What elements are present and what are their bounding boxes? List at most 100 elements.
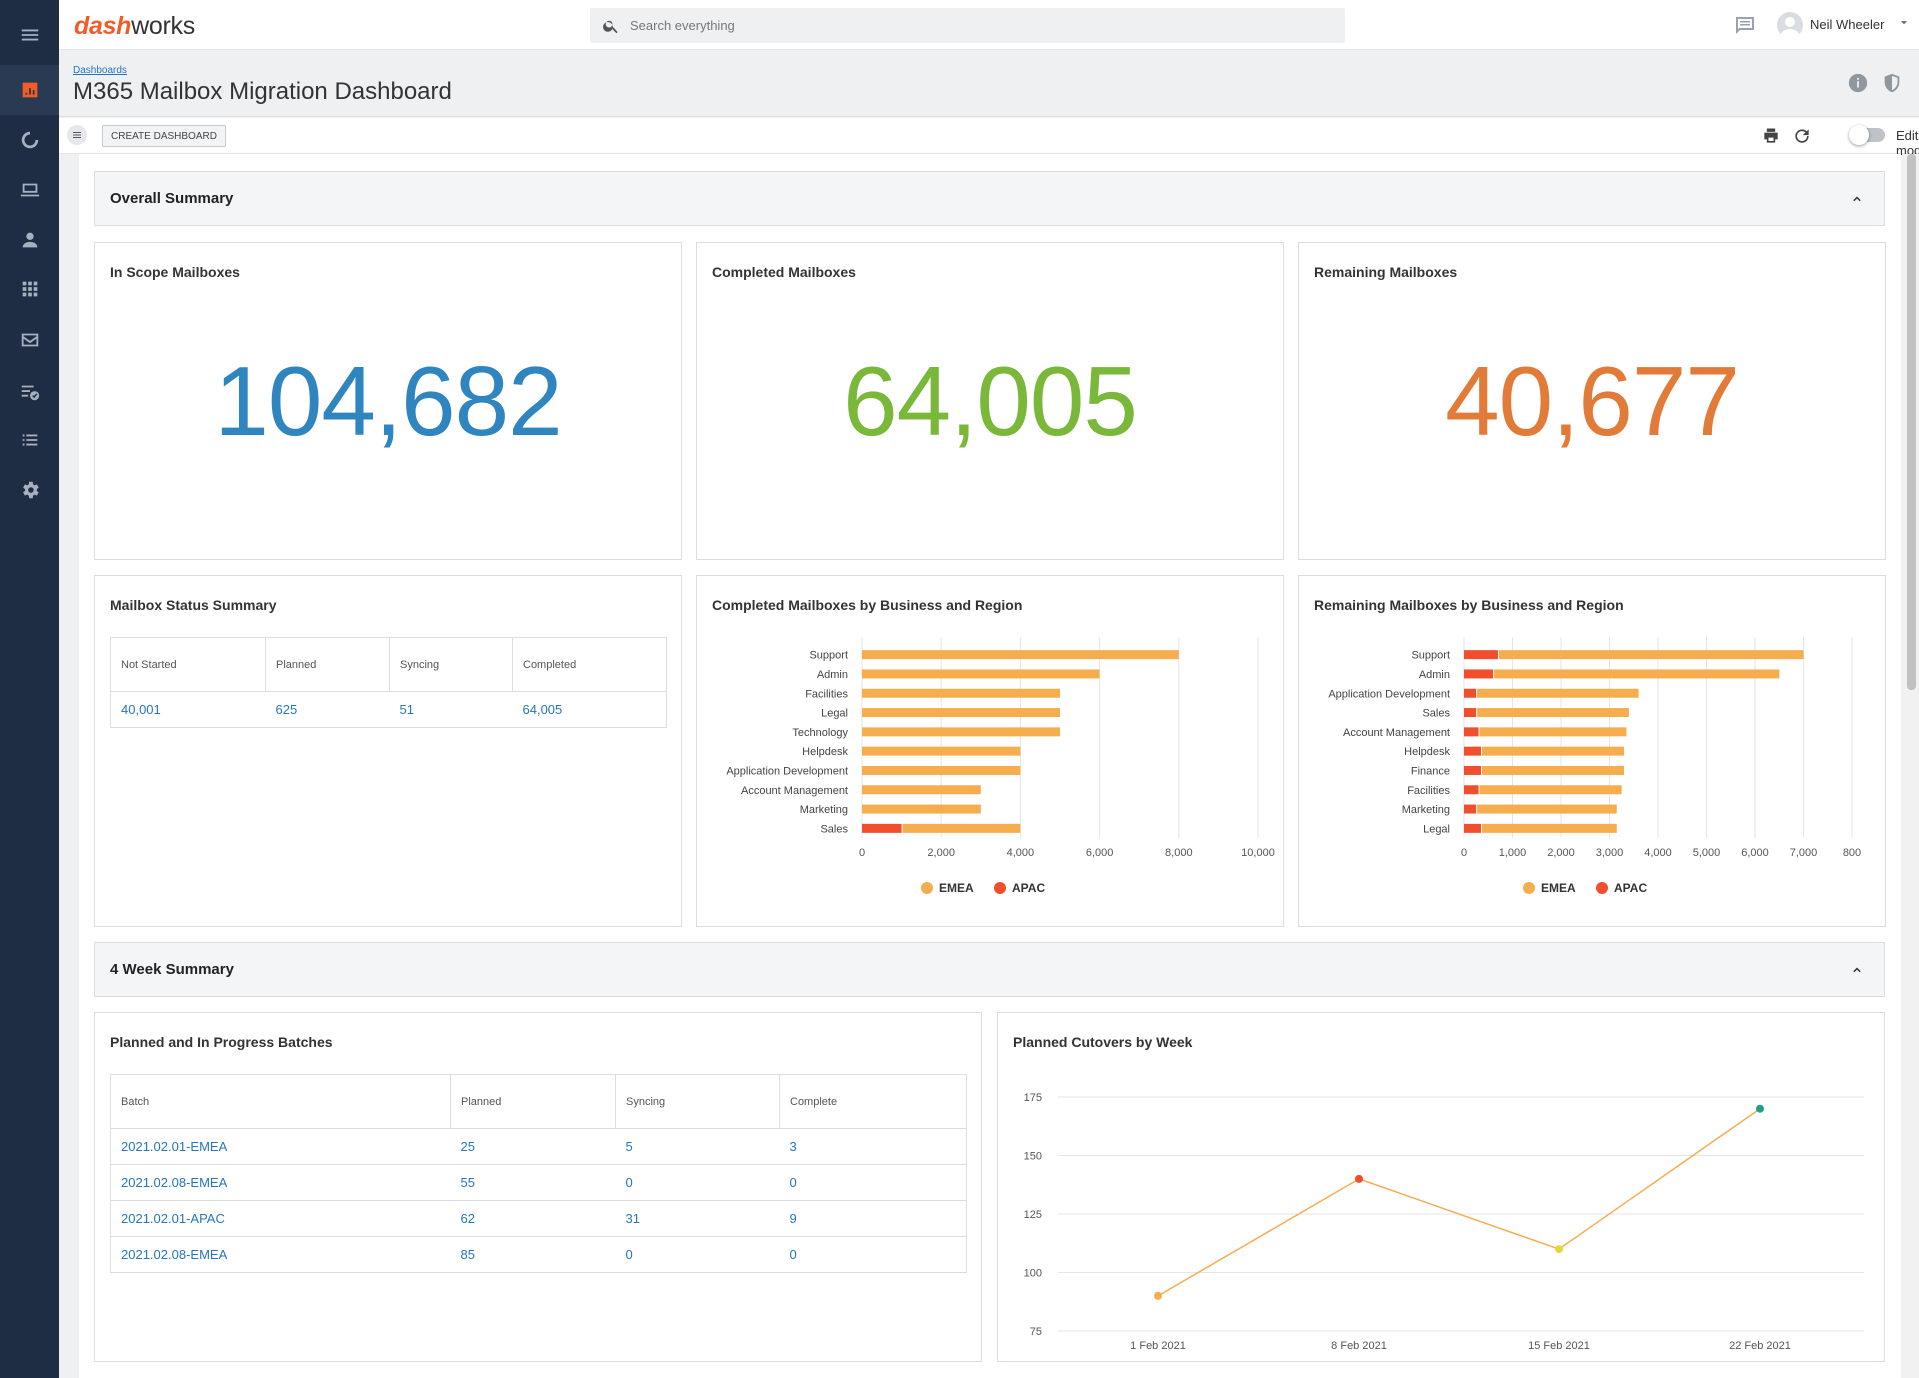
breadcrumb[interactable]: Dashboards <box>73 65 127 76</box>
status-table: Not Started Planned Syncing Completed 40… <box>110 637 667 728</box>
edit-mode-toggle[interactable] <box>1849 125 1885 145</box>
kpi-card-in-scope: In Scope Mailboxes 104,682 <box>94 242 682 560</box>
bar-emea <box>1498 650 1804 660</box>
info-icon[interactable] <box>1847 72 1869 97</box>
status-value-link[interactable]: 625 <box>275 702 298 717</box>
search-input[interactable] <box>630 18 1310 33</box>
list-menu-icon[interactable] <box>67 125 87 145</box>
status-value-link[interactable]: 51 <box>399 702 414 717</box>
chevron-down-icon[interactable] <box>1897 16 1911 33</box>
y-category-label: Account Management <box>741 785 848 797</box>
legend-label: APAC <box>1614 881 1647 895</box>
x-tick-label: 3,000 <box>1596 847 1624 859</box>
print-icon[interactable] <box>1761 126 1781 149</box>
overall-summary-section[interactable]: Overall Summary <box>94 171 1885 226</box>
table-row[interactable]: 2021.02.08-EMEA 55 0 0 <box>110 1164 967 1201</box>
bar-apac <box>1464 746 1481 756</box>
devices-icon[interactable] <box>0 165 59 215</box>
y-category-label: Helpdesk <box>1404 746 1450 758</box>
data-point <box>1555 1245 1563 1254</box>
x-tick-label: 6,000 <box>1741 847 1769 859</box>
table-row[interactable]: 2021.02.01-APAC 62 31 9 <box>110 1200 967 1237</box>
app-logo[interactable]: dashworks <box>74 12 195 41</box>
batch-count-link[interactable]: 55 <box>450 1164 616 1201</box>
batch-link[interactable]: 2021.02.08-EMEA <box>110 1164 451 1201</box>
table-row[interactable]: 2021.02.01-EMEA 25 5 3 <box>110 1128 967 1165</box>
batch-count-link[interactable]: 5 <box>615 1128 780 1165</box>
page-title: M365 Mailbox Migration Dashboard <box>73 78 452 105</box>
create-dashboard-button[interactable]: CREATE DASHBOARD <box>102 125 226 147</box>
column-header[interactable]: Planned <box>265 637 390 692</box>
batch-link[interactable]: 2021.02.08-EMEA <box>110 1236 451 1273</box>
scrollbar[interactable] <box>1903 154 1919 1378</box>
status-value-link[interactable]: 64,005 <box>522 702 563 717</box>
evergreen-icon[interactable] <box>0 367 59 417</box>
x-tick-label: 0 <box>859 847 865 859</box>
users-icon[interactable] <box>0 215 59 265</box>
column-header[interactable]: Not Started <box>110 637 266 692</box>
chat-icon[interactable] <box>1733 13 1757 40</box>
bar-apac <box>1464 708 1477 718</box>
user-name[interactable]: Neil Wheeler <box>1810 17 1885 32</box>
batch-count-link[interactable]: 0 <box>779 1236 967 1273</box>
batch-link[interactable]: 2021.02.01-EMEA <box>110 1128 451 1165</box>
settings-icon[interactable] <box>0 465 59 515</box>
bar-emea <box>1477 708 1629 718</box>
x-tick-label: 1 Feb 2021 <box>1130 1340 1186 1352</box>
applications-icon[interactable] <box>0 264 59 314</box>
column-header[interactable]: Planned <box>450 1074 616 1129</box>
bar-apac <box>1464 650 1498 660</box>
table-row[interactable]: 2021.02.08-EMEA 85 0 0 <box>110 1236 967 1273</box>
batch-link[interactable]: 2021.02.01-APAC <box>110 1200 451 1237</box>
column-header[interactable]: Complete <box>779 1074 967 1129</box>
page-header: Dashboards M365 Mailbox Migration Dashbo… <box>59 50 1919 117</box>
batch-count-link[interactable]: 9 <box>779 1200 967 1237</box>
legend-label: EMEA <box>1541 881 1576 895</box>
status-value-link[interactable]: 40,001 <box>121 702 161 717</box>
chevron-up-icon[interactable] <box>1848 189 1866 210</box>
column-header[interactable]: Syncing <box>389 637 513 692</box>
projects-icon[interactable] <box>0 115 59 165</box>
x-tick-label: 8 Feb 2021 <box>1331 1340 1387 1352</box>
batch-count-link[interactable]: 0 <box>615 1236 780 1273</box>
shield-icon[interactable] <box>1881 72 1903 97</box>
column-header[interactable]: Completed <box>512 637 667 692</box>
legend-marker-emea <box>1523 882 1535 894</box>
kpi-value: 64,005 <box>843 346 1138 456</box>
four-week-summary-section[interactable]: 4 Week Summary <box>94 942 1885 997</box>
y-category-label: Admin <box>1419 669 1450 681</box>
kpi-value: 40,677 <box>1445 346 1740 456</box>
batch-count-link[interactable]: 0 <box>779 1164 967 1201</box>
column-header[interactable]: Batch <box>110 1074 451 1129</box>
x-tick-label: 1,000 <box>1499 847 1527 859</box>
batch-count-link[interactable]: 0 <box>615 1164 780 1201</box>
batch-count-link[interactable]: 25 <box>450 1128 616 1165</box>
bar-apac <box>1464 804 1477 814</box>
y-tick-label: 125 <box>1024 1209 1042 1221</box>
batch-count-link[interactable]: 31 <box>615 1200 780 1237</box>
remaining-bar-chart: 0 1,000 2,000 3,000 4,000 5,000 6,000 7,000 800 S… <box>1328 637 1861 895</box>
bar-emea <box>862 708 1060 718</box>
bar-emea <box>1479 785 1622 795</box>
avatar[interactable] <box>1777 12 1803 38</box>
global-search[interactable] <box>590 8 1345 43</box>
legend-marker-emea <box>921 882 933 894</box>
x-tick-label: 8,000 <box>1165 847 1193 859</box>
lists-icon[interactable] <box>0 415 59 465</box>
refresh-icon[interactable] <box>1792 126 1812 149</box>
batch-count-link[interactable]: 85 <box>450 1236 616 1273</box>
menu-icon[interactable] <box>0 10 59 60</box>
chevron-up-icon[interactable] <box>1848 960 1866 981</box>
batch-count-link[interactable]: 62 <box>450 1200 616 1237</box>
bar-apac <box>1464 823 1481 833</box>
y-category-label: Finance <box>1411 765 1450 777</box>
kpi-card-completed: Completed Mailboxes 64,005 <box>696 242 1284 560</box>
legend-label: EMEA <box>939 881 974 895</box>
batch-count-link[interactable]: 3 <box>779 1128 967 1165</box>
dashboards-icon[interactable] <box>0 65 59 115</box>
mailboxes-icon[interactable] <box>0 315 59 365</box>
column-header[interactable]: Syncing <box>615 1074 780 1129</box>
scrollbar-thumb[interactable] <box>1907 154 1916 690</box>
y-category-label: Marketing <box>1402 804 1450 816</box>
legend-marker-apac <box>1596 882 1608 894</box>
